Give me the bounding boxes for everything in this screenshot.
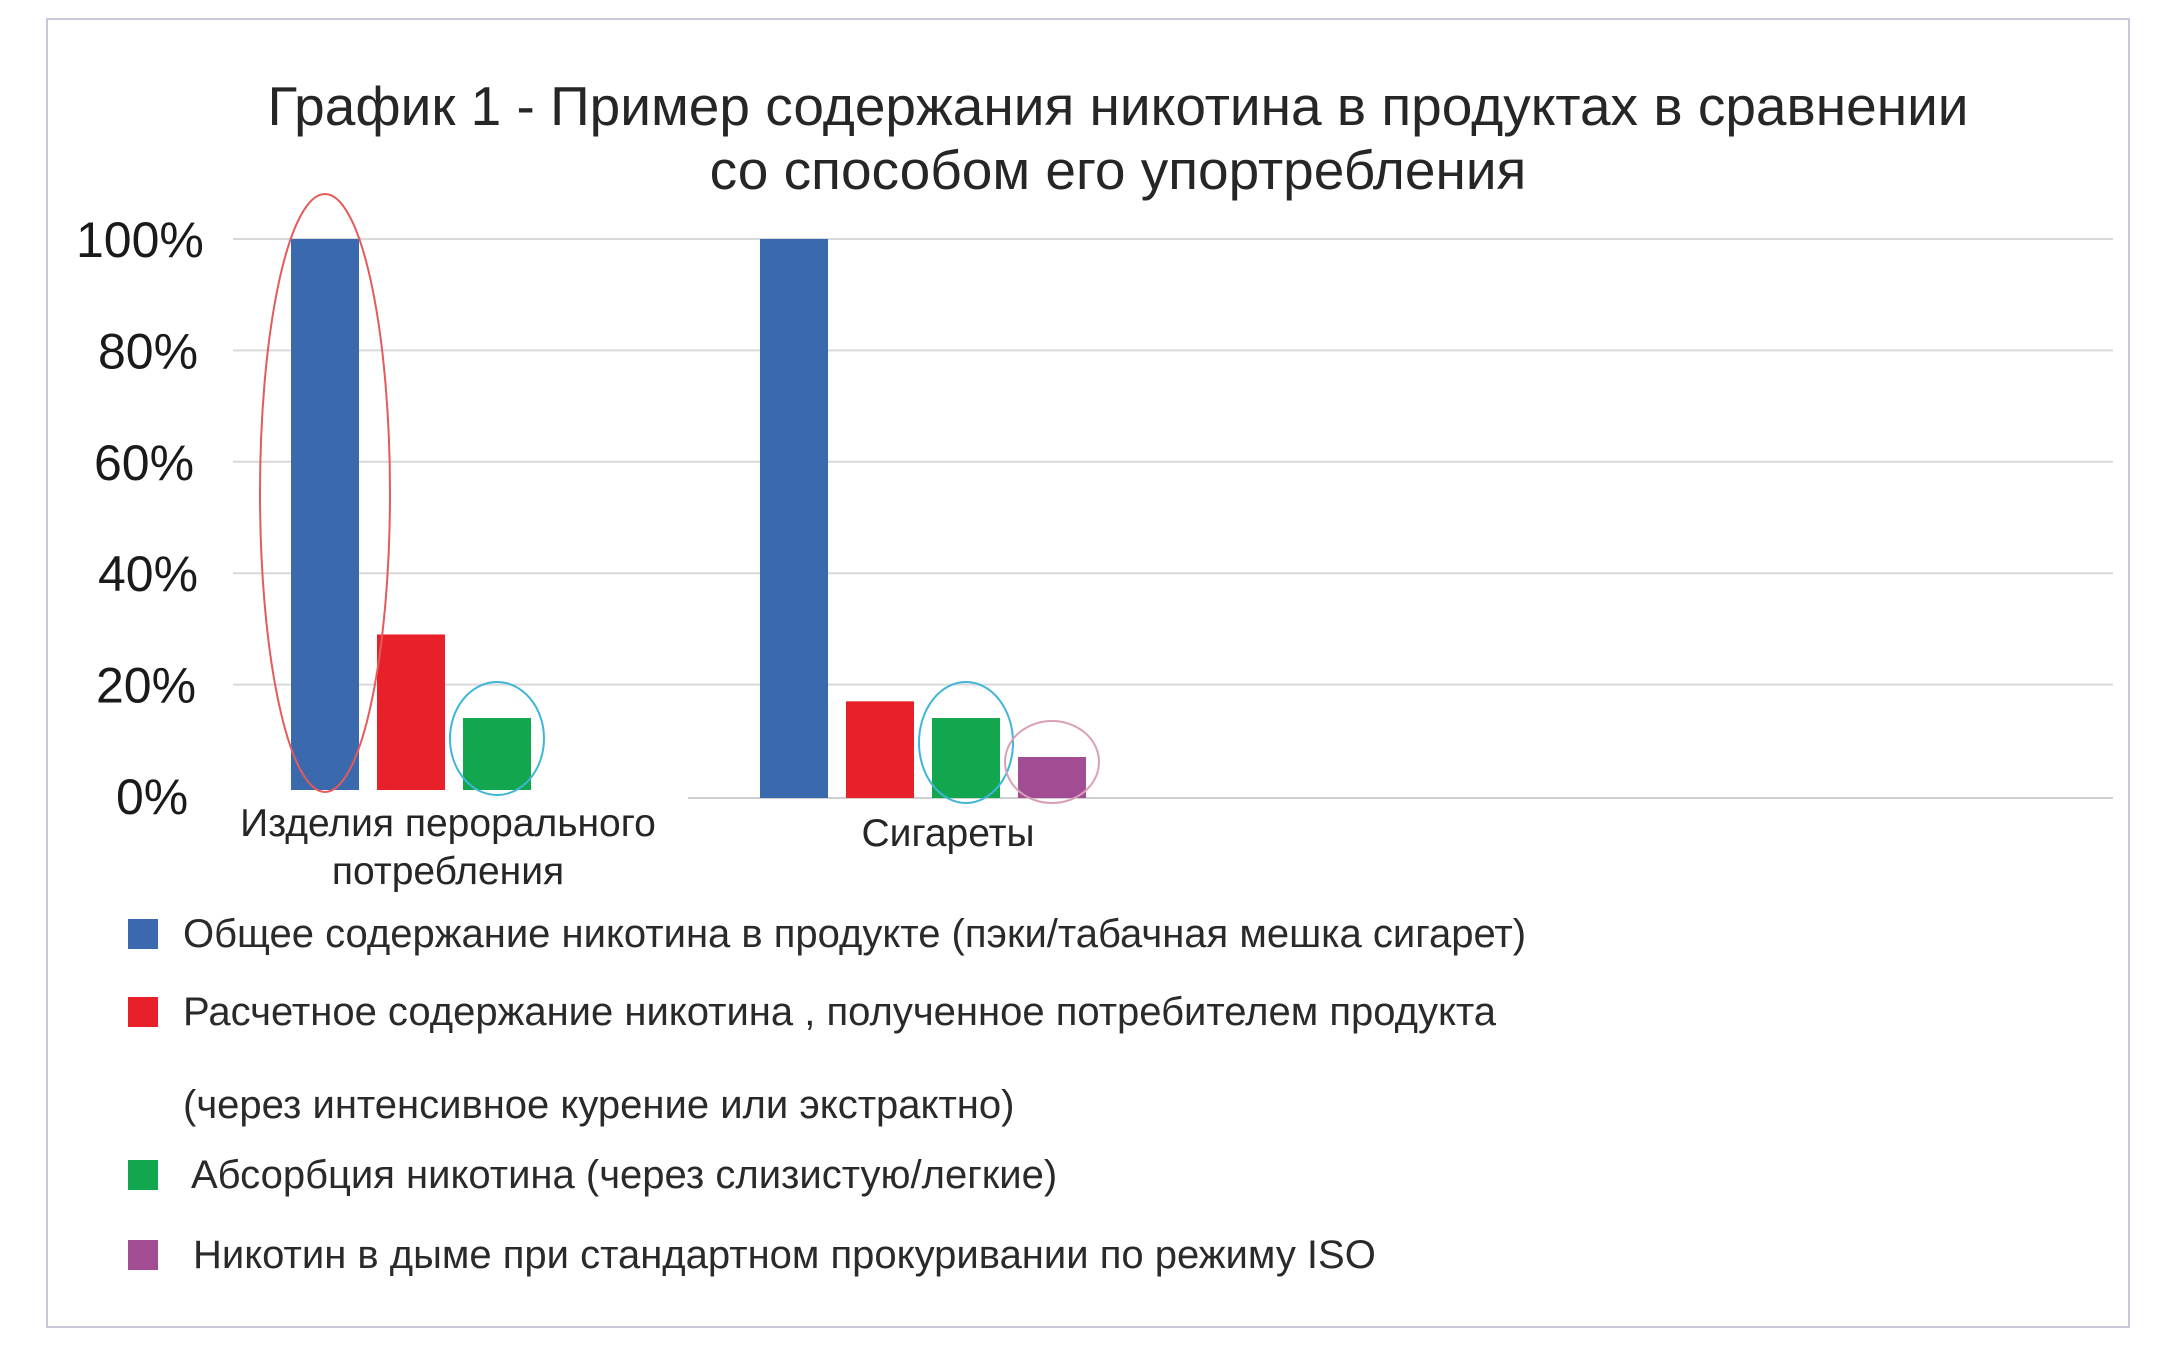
legend-label: Абсорбция никотина (через слизистую/легк…: [191, 1153, 1057, 1197]
legend-label: Общее содержание никотина в продукте (пэ…: [183, 912, 1526, 956]
legend-label: Никотин в дыме при стандартном прокурива…: [193, 1233, 1376, 1277]
y-axis-ticks: 100% 80% 60% 40% 20% 0%: [76, 212, 204, 825]
legend-swatch: [128, 997, 158, 1027]
legend-label-line2: (через интенсивное курение или экстрактн…: [183, 1083, 1014, 1127]
chart-title: График 1 - Пример содержания никотина в …: [267, 75, 1968, 201]
legend: Общее содержание никотина в продукте (пэ…: [128, 912, 1526, 1277]
bar: [463, 718, 531, 790]
chart-canvas: График 1 - Пример содержания никотина в …: [76, 75, 2113, 1277]
x-category-label: Сигареты: [862, 812, 1035, 855]
highlight-ellipse: [918, 681, 1014, 805]
x-axis-categories: Изделия перорального потребления Сигареты: [240, 802, 1034, 893]
y-tick-label: 80%: [98, 323, 198, 379]
bar: [1018, 757, 1086, 798]
legend-swatch: [128, 1160, 158, 1190]
bar: [377, 634, 445, 790]
legend-swatch: [128, 919, 158, 949]
legend-swatch: [128, 1240, 158, 1270]
chart-frame: График 1 - Пример содержания никотина в …: [46, 18, 2130, 1328]
bar: [760, 239, 828, 798]
y-tick-label: 100%: [76, 212, 204, 268]
gridlines: [233, 238, 2113, 799]
legend-label: Расчетное содержание никотина , полученн…: [183, 990, 1497, 1034]
y-tick-label: 60%: [94, 435, 194, 491]
highlight-ellipse: [1004, 720, 1100, 805]
bar: [291, 239, 359, 790]
chart-title-line: График 1 - Пример содержания никотина в …: [267, 75, 1968, 137]
y-tick-label: 0%: [116, 769, 188, 825]
highlight-ellipse: [259, 193, 391, 793]
chart-title-line: со способом его упортребления: [710, 139, 1527, 201]
y-tick-label: 20%: [96, 658, 196, 714]
bar: [846, 701, 914, 798]
bars: [291, 239, 1086, 798]
y-tick-label: 40%: [98, 546, 198, 602]
bar: [932, 718, 1000, 798]
highlight-ellipses: [259, 193, 1100, 805]
highlight-ellipse: [449, 681, 545, 797]
x-category-label: Изделия перорального: [240, 802, 656, 845]
x-category-label: потребления: [332, 850, 564, 893]
